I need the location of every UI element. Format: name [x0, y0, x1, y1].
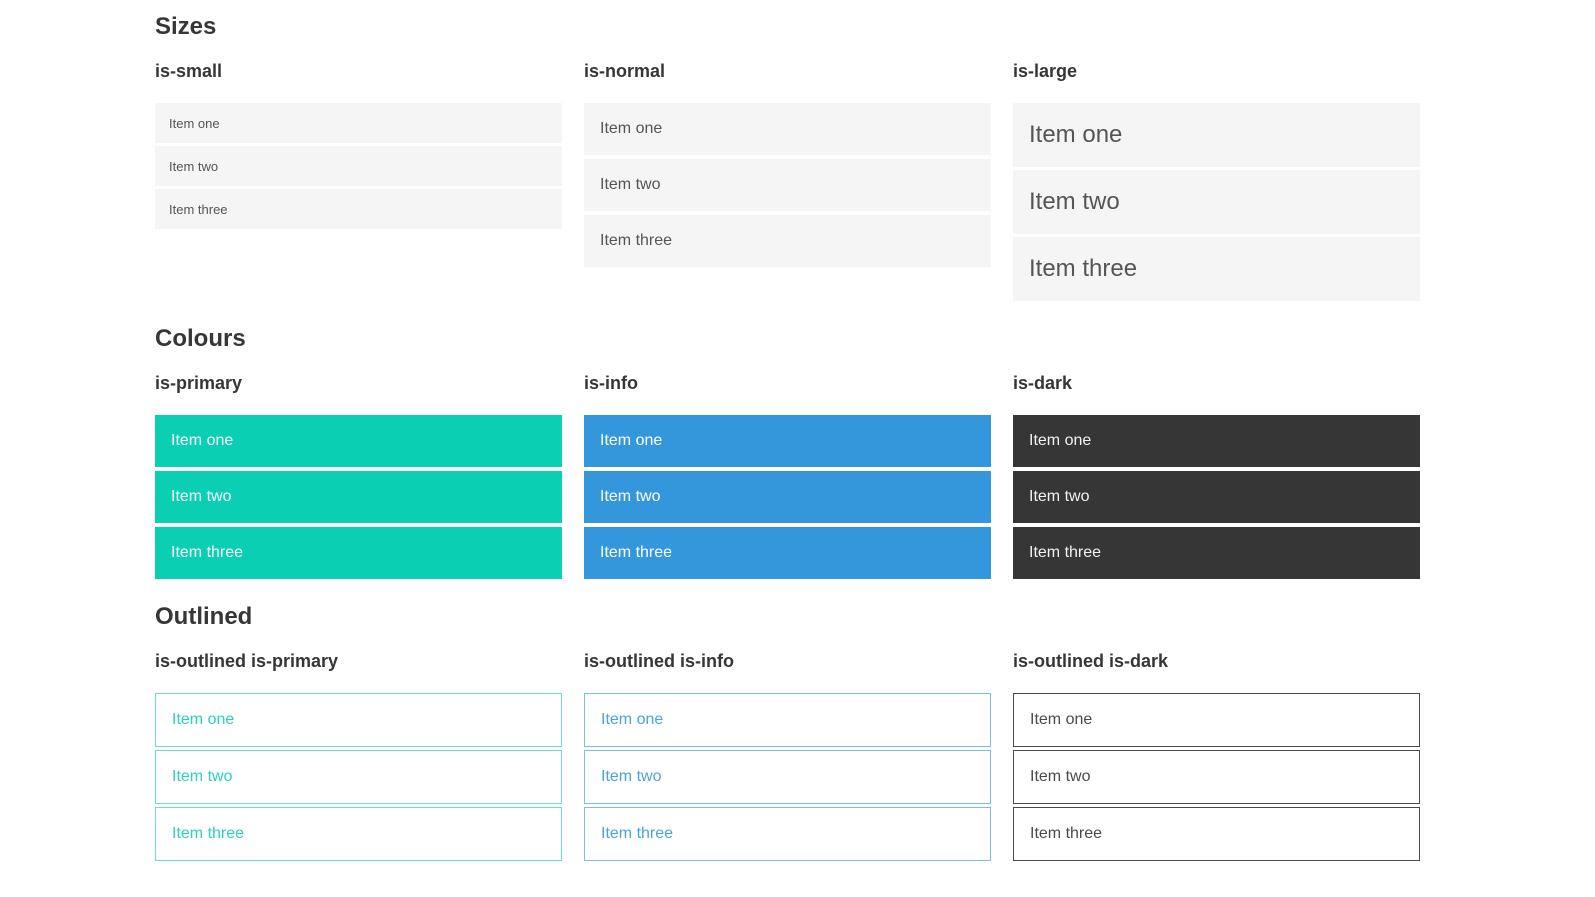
section-title-sizes: Sizes [155, 13, 217, 40]
section-outlined: Outlined is-outlined is-primary Item one… [155, 605, 1420, 861]
list-item: Item one [584, 415, 991, 467]
list-item: Item one [1013, 693, 1420, 747]
list-is-large: Item one Item two Item three [1013, 103, 1420, 301]
column-is-primary: is-primary Item one Item two Item three [155, 374, 562, 579]
list-item: Item two [584, 750, 991, 804]
list-item: Item one [1013, 103, 1420, 167]
section-title-colours: Colours [155, 325, 246, 352]
list-is-info: Item one Item two Item three [584, 415, 991, 579]
group-label-is-outlined-is-info: is-outlined is-info [584, 651, 734, 671]
list-item: Item two [1013, 750, 1420, 804]
list-item: Item three [584, 527, 991, 579]
column-is-dark: is-dark Item one Item two Item three [1013, 374, 1420, 579]
list-item: Item one [155, 415, 562, 467]
column-is-outlined-is-dark: is-outlined is-dark Item one Item two It… [1013, 652, 1420, 861]
column-is-normal: is-normal Item one Item two Item three [584, 62, 991, 267]
list-item: Item three [1013, 807, 1420, 861]
outlined-grid: is-outlined is-primary Item one Item two… [155, 652, 1420, 861]
list-is-outlined-is-primary: Item one Item two Item three [155, 693, 562, 861]
list-item: Item two [155, 750, 562, 804]
list-is-normal: Item one Item two Item three [584, 103, 991, 267]
column-is-small: is-small Item one Item two Item three [155, 62, 562, 229]
list-item: Item three [584, 807, 991, 861]
group-label-is-info: is-info [584, 373, 638, 393]
column-is-outlined-is-primary: is-outlined is-primary Item one Item two… [155, 652, 562, 861]
section-colours: Colours is-primary Item one Item two Ite… [155, 327, 1420, 579]
group-label-is-normal: is-normal [584, 61, 666, 81]
group-label-is-outlined-is-primary: is-outlined is-primary [155, 651, 339, 671]
list-item: Item three [1013, 237, 1420, 301]
group-label-is-outlined-is-dark: is-outlined is-dark [1013, 651, 1169, 671]
column-is-large: is-large Item one Item two Item three [1013, 62, 1420, 301]
group-label-is-small: is-small [155, 61, 223, 81]
group-label-is-dark: is-dark [1013, 373, 1073, 393]
list-item: Item two [1013, 471, 1420, 523]
list-item: Item two [1013, 170, 1420, 234]
column-is-info: is-info Item one Item two Item three [584, 374, 991, 579]
column-is-outlined-is-info: is-outlined is-info Item one Item two It… [584, 652, 991, 861]
list-item: Item two [155, 146, 562, 186]
list-item: Item two [584, 471, 991, 523]
sizes-grid: is-small Item one Item two Item three is… [155, 62, 1420, 301]
list-item: Item one [155, 693, 562, 747]
list-item: Item one [584, 103, 991, 155]
list-is-outlined-is-dark: Item one Item two Item three [1013, 693, 1420, 861]
list-is-small: Item one Item two Item three [155, 103, 562, 229]
list-item: Item three [155, 189, 562, 229]
list-item: Item three [155, 807, 562, 861]
group-label-is-primary: is-primary [155, 373, 243, 393]
section-title-outlined: Outlined [155, 603, 253, 630]
list-item: Item one [584, 693, 991, 747]
list-item: Item two [155, 471, 562, 523]
list-item: Item three [155, 527, 562, 579]
colours-grid: is-primary Item one Item two Item three … [155, 374, 1420, 579]
list-item: Item three [584, 215, 991, 267]
group-label-is-large: is-large [1013, 61, 1078, 81]
section-sizes: Sizes is-small Item one Item two Item th… [155, 15, 1420, 301]
list-item: Item one [1013, 415, 1420, 467]
list-is-outlined-is-info: Item one Item two Item three [584, 693, 991, 861]
list-item: Item three [1013, 527, 1420, 579]
list-is-primary: Item one Item two Item three [155, 415, 562, 579]
list-item: Item one [155, 103, 562, 143]
list-item: Item two [584, 159, 991, 211]
list-is-dark: Item one Item two Item three [1013, 415, 1420, 579]
